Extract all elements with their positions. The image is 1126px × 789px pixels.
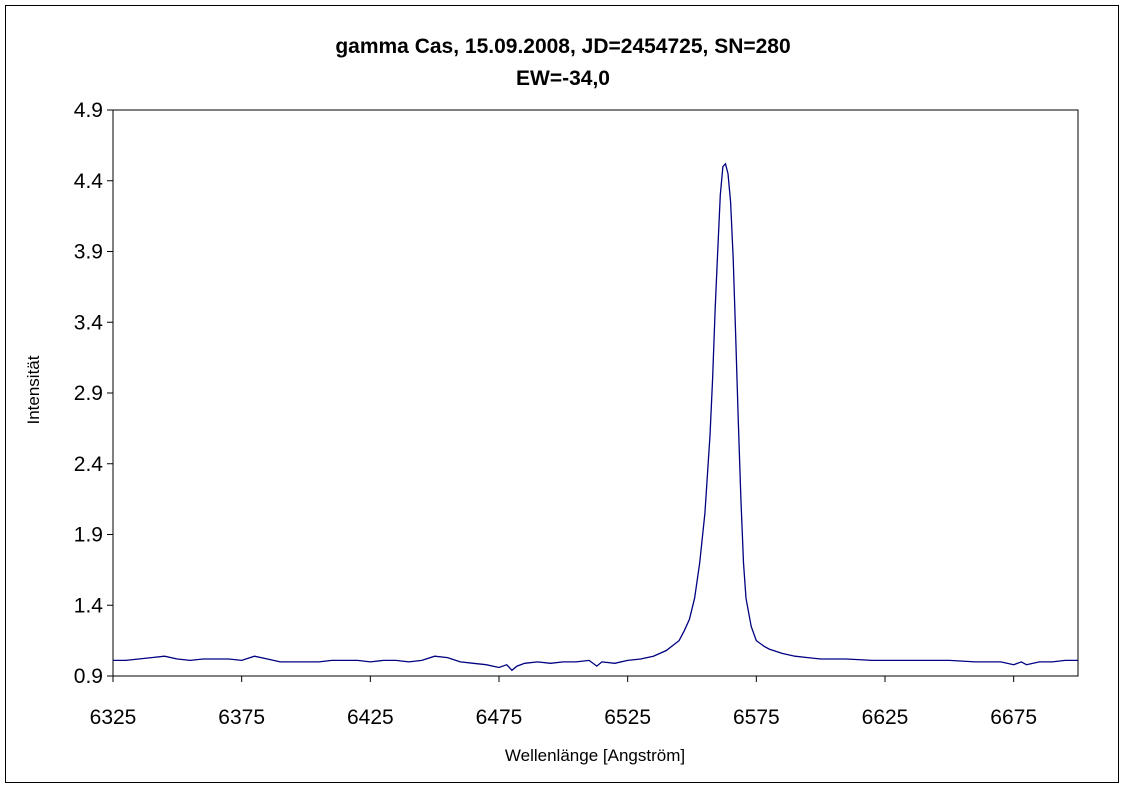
x-tick-label: 6575 [733, 706, 780, 729]
spectrum-line [113, 162, 1078, 672]
y-axis-label: Intensität [24, 355, 43, 424]
x-tick-label: 6425 [347, 706, 394, 729]
y-tick-label: 1.9 [74, 524, 103, 547]
x-axis-label: Wellenlänge [Angström] [505, 746, 685, 765]
y-tick-label: 1.4 [74, 594, 104, 617]
chart-subtitle: EW=-34,0 [516, 67, 610, 90]
y-tick-label: 4.4 [74, 170, 104, 193]
y-tick-label: 2.9 [74, 382, 103, 405]
y-tick-label: 4.9 [74, 99, 103, 122]
y-tick-label: 0.9 [74, 665, 103, 688]
x-tick-label: 6325 [90, 706, 137, 729]
x-tick-label: 6375 [218, 706, 265, 729]
x-tick-label: 6525 [604, 706, 651, 729]
y-tick-label: 3.9 [74, 241, 103, 264]
plot-area [112, 109, 1079, 677]
x-tick-label: 6675 [990, 706, 1037, 729]
x-tick-label: 6475 [476, 706, 523, 729]
x-axis-ticks: 6325 6375 6425 6475 6525 6575 6625 6675 [90, 676, 1037, 729]
x-tick-label: 6625 [862, 706, 909, 729]
y-tick-label: 2.4 [74, 453, 104, 476]
y-axis-ticks: 0.9 1.4 1.9 2.4 2.9 3.4 3.9 4.4 4.9 [74, 99, 113, 688]
y-tick-label: 3.4 [74, 311, 104, 334]
chart-title: gamma Cas, 15.09.2008, JD=2454725, SN=28… [335, 35, 790, 58]
